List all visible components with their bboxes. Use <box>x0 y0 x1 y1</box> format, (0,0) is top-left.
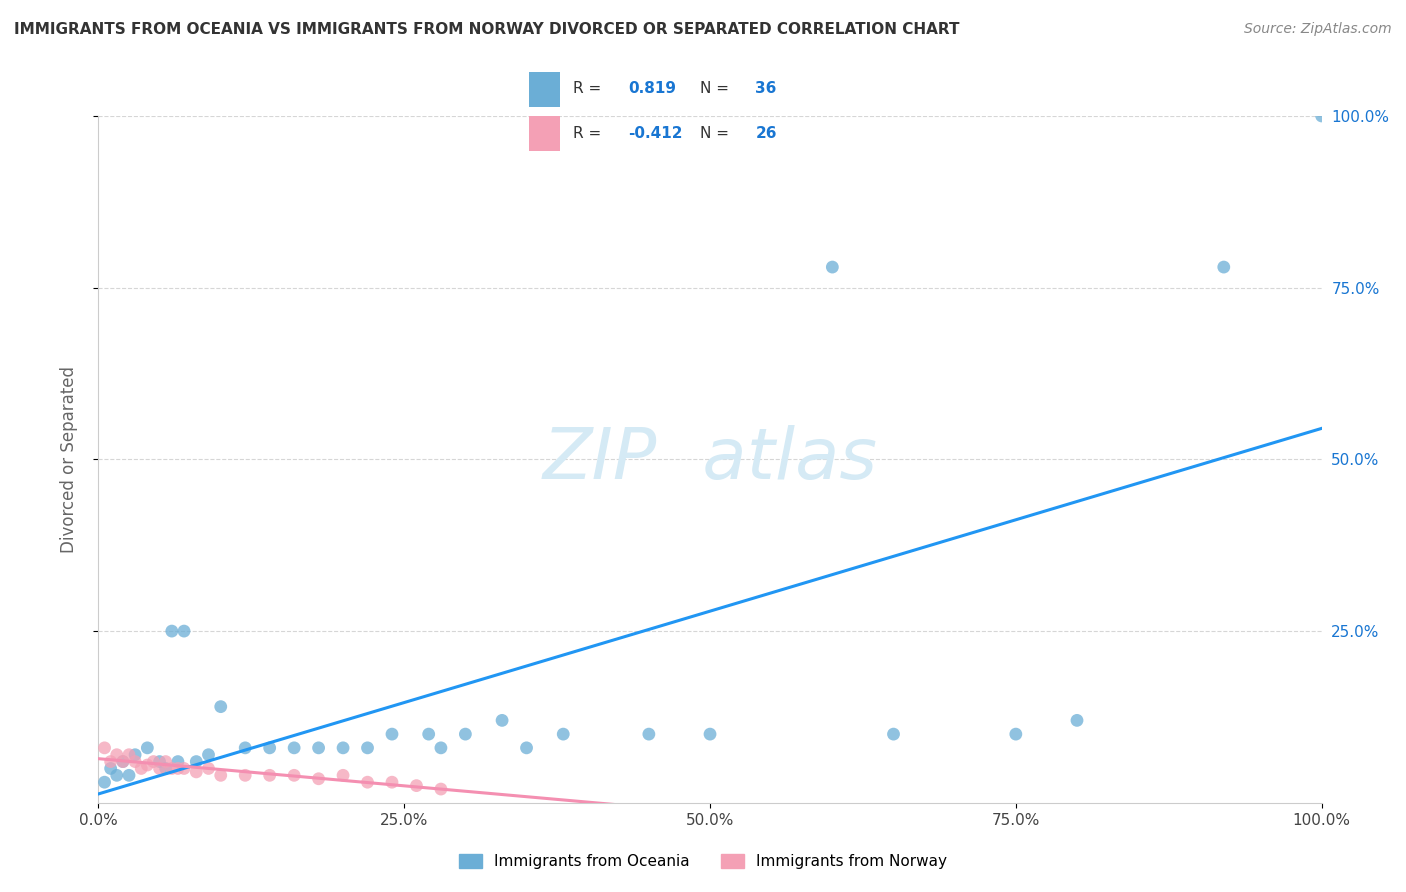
Point <box>491 714 513 728</box>
Point <box>142 755 165 769</box>
Point <box>160 624 183 639</box>
Y-axis label: Divorced or Separated: Divorced or Separated <box>59 366 77 553</box>
Text: R =: R = <box>572 81 606 96</box>
Point <box>149 761 172 775</box>
Point <box>515 740 537 755</box>
Point <box>197 761 219 775</box>
Point <box>332 768 354 782</box>
Point <box>381 775 404 789</box>
Point <box>136 740 159 755</box>
Point <box>186 755 208 769</box>
Point <box>454 727 477 741</box>
Point <box>699 727 721 741</box>
Point <box>100 755 122 769</box>
Text: N =: N = <box>700 126 734 141</box>
Point <box>1066 714 1088 728</box>
Legend: Immigrants from Oceania, Immigrants from Norway: Immigrants from Oceania, Immigrants from… <box>453 848 953 875</box>
Point <box>111 755 134 769</box>
Point <box>259 768 281 782</box>
FancyBboxPatch shape <box>530 72 561 107</box>
Point <box>136 758 159 772</box>
Point <box>100 761 122 775</box>
Text: 0.819: 0.819 <box>628 81 676 96</box>
Point <box>111 755 134 769</box>
Point <box>118 768 141 782</box>
Point <box>105 747 128 762</box>
Point <box>186 764 208 779</box>
Point <box>883 727 905 741</box>
Point <box>308 772 330 786</box>
Point <box>332 740 354 755</box>
Point <box>209 768 232 782</box>
Point <box>430 740 453 755</box>
Point <box>356 775 378 789</box>
Point <box>821 260 844 274</box>
Point <box>209 699 232 714</box>
Point <box>233 768 256 782</box>
Text: 26: 26 <box>755 126 776 141</box>
Point <box>155 755 177 769</box>
Point <box>1310 109 1333 123</box>
Point <box>405 779 427 793</box>
Point <box>167 755 190 769</box>
Point <box>93 740 115 755</box>
Point <box>155 761 177 775</box>
Point <box>418 727 440 741</box>
Point <box>124 747 146 762</box>
Point <box>160 761 183 775</box>
Point <box>149 755 172 769</box>
FancyBboxPatch shape <box>530 117 561 151</box>
Point <box>259 740 281 755</box>
Text: IMMIGRANTS FROM OCEANIA VS IMMIGRANTS FROM NORWAY DIVORCED OR SEPARATED CORRELAT: IMMIGRANTS FROM OCEANIA VS IMMIGRANTS FR… <box>14 22 959 37</box>
Point <box>197 747 219 762</box>
Point <box>1004 727 1026 741</box>
Point <box>381 727 404 741</box>
Point <box>356 740 378 755</box>
Point <box>283 768 305 782</box>
Point <box>308 740 330 755</box>
Point <box>129 761 152 775</box>
Text: N =: N = <box>700 81 734 96</box>
Text: 36: 36 <box>755 81 776 96</box>
Point <box>430 782 453 797</box>
Point <box>1212 260 1234 274</box>
Text: Source: ZipAtlas.com: Source: ZipAtlas.com <box>1244 22 1392 37</box>
Point <box>173 624 195 639</box>
Point <box>118 747 141 762</box>
Point <box>167 761 190 775</box>
Text: R =: R = <box>572 126 606 141</box>
Point <box>638 727 661 741</box>
Point <box>553 727 575 741</box>
Point <box>124 755 146 769</box>
Point <box>283 740 305 755</box>
Point <box>233 740 256 755</box>
Text: ZIP  atlas: ZIP atlas <box>543 425 877 494</box>
Point <box>105 768 128 782</box>
Point <box>173 761 195 775</box>
Text: -0.412: -0.412 <box>628 126 683 141</box>
Point <box>93 775 115 789</box>
